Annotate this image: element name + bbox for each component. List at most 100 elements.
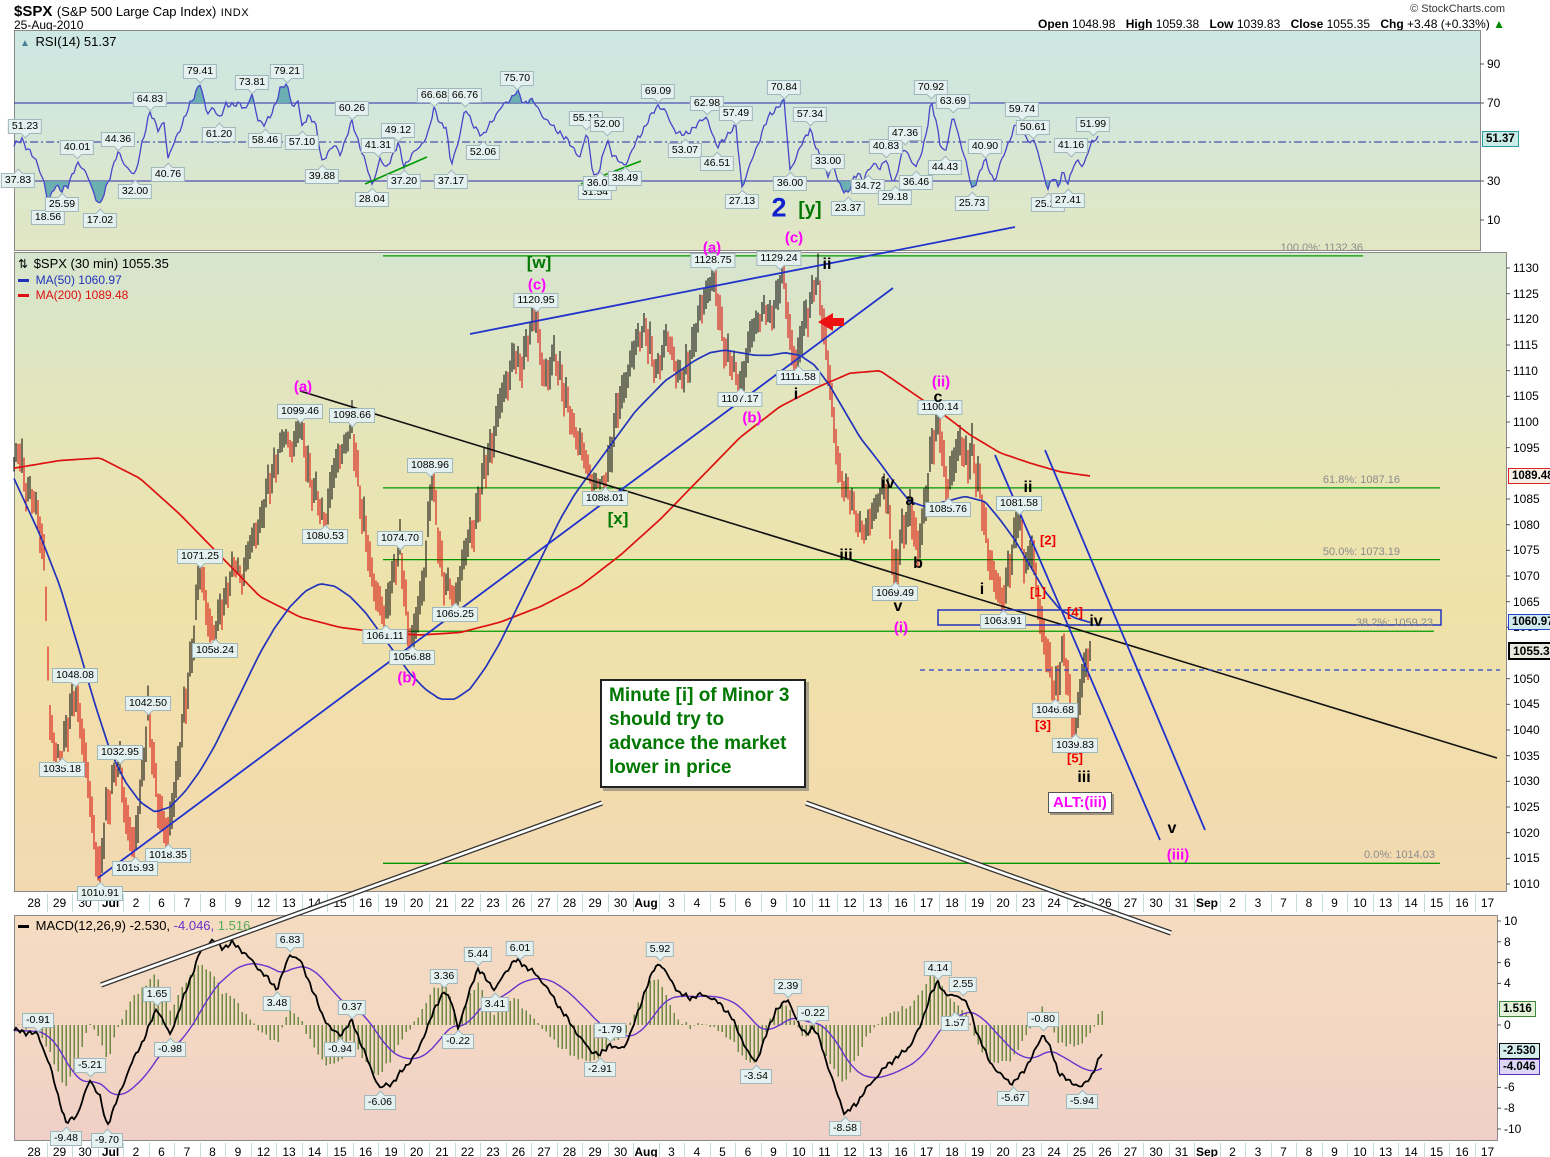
- rsi-trendline-1: [364, 156, 428, 185]
- date-label: 23: [1021, 1145, 1036, 1157]
- date-tick: [888, 1143, 890, 1157]
- date-tick: [633, 894, 635, 912]
- date-label: 7: [183, 896, 191, 910]
- chg-up-icon: ▲: [1493, 17, 1505, 31]
- date-label: 30: [78, 1145, 92, 1157]
- date-label: 23: [486, 896, 500, 910]
- date-tick: [709, 894, 711, 912]
- date-tick: [403, 1143, 405, 1157]
- date-tick: [556, 1143, 558, 1157]
- price-series-icon: ⇅: [18, 257, 29, 271]
- date-tick: [760, 1143, 762, 1157]
- date-label: 12: [843, 896, 857, 910]
- date-label: 16: [358, 1145, 373, 1157]
- date-tick: [1143, 1143, 1145, 1157]
- date-tick: [786, 894, 788, 912]
- date-label: 7: [183, 1145, 191, 1157]
- date-tick: [301, 894, 303, 912]
- date-tick: [301, 1143, 303, 1157]
- date-label: Aug: [634, 1145, 658, 1157]
- date-label: 28: [27, 1145, 41, 1157]
- date-label: 21: [435, 1145, 449, 1157]
- date-label: 29: [52, 896, 67, 910]
- upper-trendline: [469, 226, 1016, 335]
- date-tick: [633, 1143, 635, 1157]
- date-tick: [1347, 894, 1349, 912]
- date-label: Jul: [101, 1145, 120, 1157]
- rsi-legend: ▲ RSI(14) 51.37: [20, 34, 116, 49]
- date-tick: [174, 1143, 176, 1157]
- macd-hist-value: 1.516: [217, 918, 251, 933]
- date-label: 14: [1404, 1145, 1418, 1157]
- chart-date: 25-Aug-2010: [14, 18, 84, 32]
- date-tick: [429, 894, 431, 912]
- date-tick: [174, 894, 176, 912]
- symbol: $SPX: [14, 3, 53, 20]
- exchange: INDX: [220, 7, 250, 19]
- date-label: 30: [613, 896, 628, 910]
- macd-signal-value: -4.046,: [173, 918, 215, 933]
- date-tick: [352, 1143, 354, 1157]
- date-tick: [327, 1143, 329, 1157]
- alt-count-label: ALT:(iii): [1048, 792, 1112, 813]
- date-tick: [1245, 1143, 1247, 1157]
- date-tick: [123, 1143, 125, 1157]
- date-label: 15: [1429, 1145, 1444, 1157]
- date-label: 19: [384, 896, 398, 910]
- date-tick: [760, 894, 762, 912]
- date-tick: [250, 1143, 252, 1157]
- date-label: 6: [744, 896, 752, 910]
- date-tick: [1194, 894, 1196, 912]
- open-label: Open: [1038, 17, 1069, 31]
- date-tick: [939, 894, 941, 912]
- date-label: 31: [1174, 1145, 1189, 1157]
- date-tick: [1015, 894, 1017, 912]
- date-label: 28: [562, 896, 577, 910]
- ma50-legend: MA(50) 1060.97: [18, 272, 122, 287]
- date-tick: [684, 1143, 686, 1157]
- open-value: 1048.98: [1072, 17, 1116, 31]
- date-label: 13: [282, 896, 296, 910]
- close-label: Close: [1290, 17, 1324, 31]
- date-label: 8: [1305, 1145, 1313, 1157]
- date-tick: [199, 894, 201, 912]
- date-label: 13: [282, 1145, 296, 1157]
- date-label: 8: [1305, 896, 1313, 910]
- date-label: 4: [693, 896, 701, 910]
- date-label: 17: [1480, 896, 1495, 910]
- date-tick: [1398, 894, 1400, 912]
- date-tick: [913, 894, 915, 912]
- date-label: 20: [996, 896, 1010, 910]
- date-tick: [735, 1143, 737, 1157]
- date-label: 15: [333, 1145, 347, 1157]
- date-label: 28: [27, 896, 41, 910]
- date-label: 14: [1404, 896, 1418, 910]
- high-value: 1059.38: [1155, 17, 1200, 31]
- date-tick: [1143, 894, 1145, 912]
- date-label: 2: [132, 896, 140, 910]
- date-tick: [1066, 894, 1068, 912]
- macd-swatch-icon: [18, 925, 29, 929]
- date-tick: [556, 894, 558, 912]
- down-trendline: [299, 390, 1498, 759]
- date-tick: [786, 1143, 788, 1157]
- ma50-legend-text: MA(50) 1060.97: [35, 273, 122, 287]
- date-label: 27: [1123, 1145, 1138, 1157]
- date-label: 25: [1072, 1145, 1087, 1157]
- date-tick: [454, 1143, 456, 1157]
- date-tick: [199, 1143, 201, 1157]
- date-label: 23: [486, 1145, 500, 1157]
- date-label: 16: [894, 896, 908, 910]
- date-tick: [837, 894, 839, 912]
- date-label: 16: [1455, 896, 1469, 910]
- date-tick: [480, 894, 482, 912]
- date-label: 10: [792, 1145, 806, 1157]
- date-label: 2: [132, 1145, 140, 1157]
- date-tick: [735, 894, 737, 912]
- date-tick: [276, 1143, 278, 1157]
- date-tick: [607, 1143, 609, 1157]
- date-label: 16: [1455, 1145, 1469, 1157]
- chart-title: $SPX (S&P 500 Large Cap Index) INDX: [14, 3, 249, 21]
- date-label: 12: [256, 1145, 271, 1157]
